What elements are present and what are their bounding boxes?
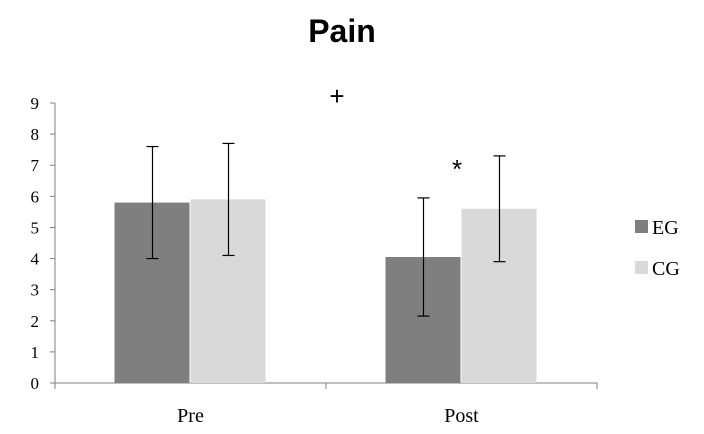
y-tick-label-5: 5 [31, 218, 40, 237]
y-tick-label-9: 9 [31, 94, 40, 113]
y-tick-label-0: 0 [31, 374, 40, 393]
y-tick-label-3: 3 [31, 281, 40, 300]
y-tick-label-8: 8 [31, 125, 40, 144]
legend-swatch-eg [635, 220, 648, 233]
annotation-plus: + [329, 81, 344, 111]
chart-title: Pain [308, 13, 376, 49]
x-category-label-pre: Pre [177, 405, 204, 427]
legend-label-eg: EG [652, 217, 679, 239]
x-category-label-post: Post [444, 405, 479, 427]
legend-swatch-cg [635, 261, 648, 274]
y-tick-label-7: 7 [31, 156, 40, 175]
y-tick-label-1: 1 [31, 343, 40, 362]
annotation-asterisk: * [452, 154, 462, 184]
y-tick-label-4: 4 [31, 250, 40, 269]
legend-label-cg: CG [652, 258, 680, 280]
y-tick-label-6: 6 [31, 187, 40, 206]
y-tick-label-2: 2 [31, 312, 40, 331]
